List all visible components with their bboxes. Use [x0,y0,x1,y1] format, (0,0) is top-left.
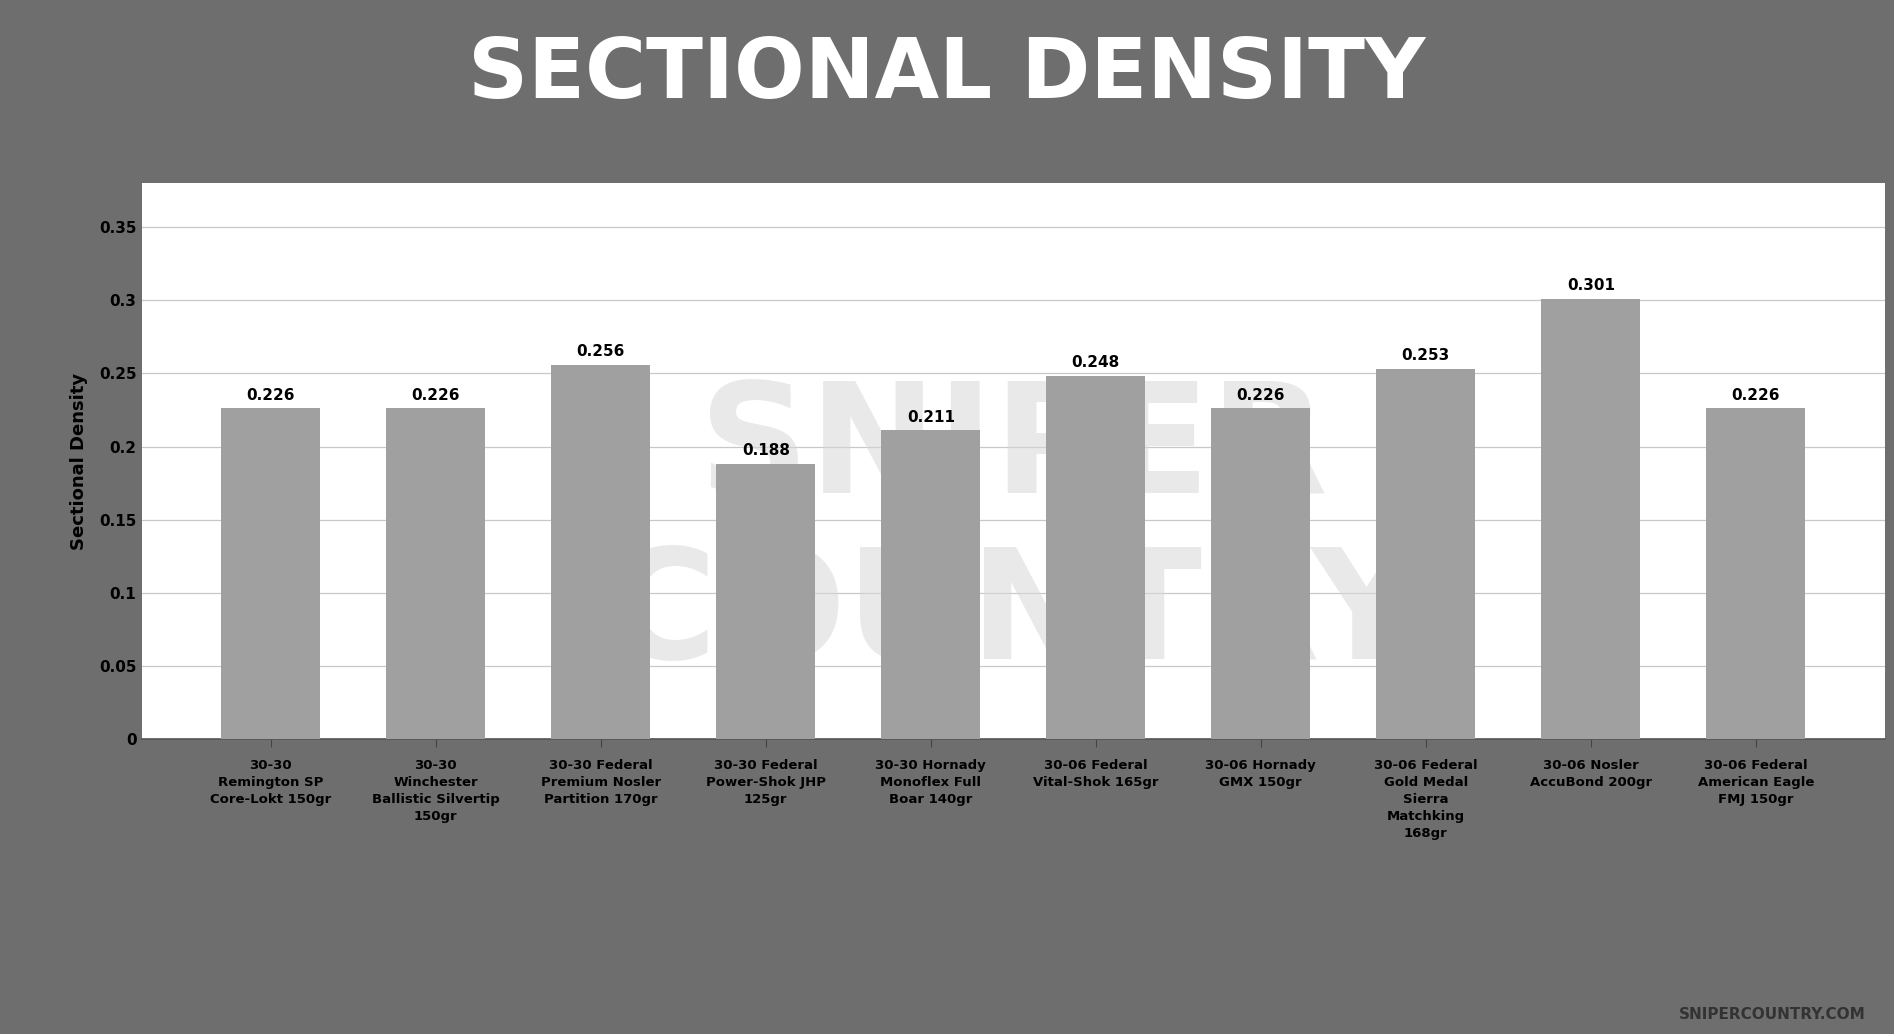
Text: SNIPER: SNIPER [699,375,1328,524]
Text: 0.188: 0.188 [742,444,790,458]
Text: 0.253: 0.253 [1402,348,1451,363]
Text: 0.226: 0.226 [1237,388,1284,402]
Bar [881,430,981,739]
Text: 0.256: 0.256 [576,343,625,359]
Bar [1542,299,1640,739]
Bar [1212,408,1311,739]
Text: 0.211: 0.211 [907,409,955,425]
Y-axis label: Sectional Density: Sectional Density [70,372,87,550]
Text: SECTIONAL DENSITY: SECTIONAL DENSITY [468,34,1426,116]
Bar [551,365,650,739]
Text: COUNTRY: COUNTRY [604,543,1422,692]
Bar [1377,369,1475,739]
Text: 0.301: 0.301 [1566,278,1616,293]
Text: 0.226: 0.226 [246,388,295,402]
Text: SNIPERCOUNTRY.COM: SNIPERCOUNTRY.COM [1678,1006,1866,1022]
Text: 0.248: 0.248 [1072,356,1119,370]
Bar [1706,408,1805,739]
Bar [1045,376,1146,739]
Text: 0.226: 0.226 [1731,388,1780,402]
Bar [386,408,485,739]
Text: 0.226: 0.226 [411,388,460,402]
Bar [222,408,320,739]
Bar [716,464,814,739]
